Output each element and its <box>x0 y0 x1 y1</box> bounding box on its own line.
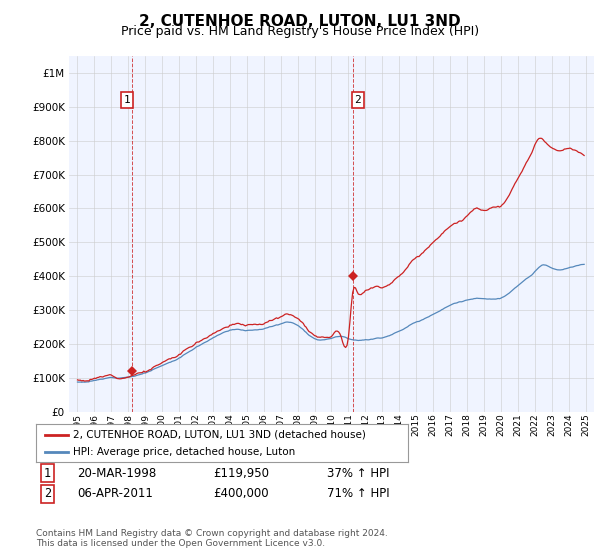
Text: 20-MAR-1998: 20-MAR-1998 <box>77 466 156 480</box>
Text: 2, CUTENHOE ROAD, LUTON, LU1 3ND (detached house): 2, CUTENHOE ROAD, LUTON, LU1 3ND (detach… <box>73 430 366 440</box>
Text: 2: 2 <box>44 487 51 501</box>
Text: 71% ↑ HPI: 71% ↑ HPI <box>327 487 389 501</box>
Text: 06-APR-2011: 06-APR-2011 <box>77 487 152 501</box>
Text: Contains HM Land Registry data © Crown copyright and database right 2024.: Contains HM Land Registry data © Crown c… <box>36 529 388 538</box>
Text: HPI: Average price, detached house, Luton: HPI: Average price, detached house, Luto… <box>73 447 295 457</box>
Text: 2, CUTENHOE ROAD, LUTON, LU1 3ND: 2, CUTENHOE ROAD, LUTON, LU1 3ND <box>139 14 461 29</box>
Text: 1: 1 <box>124 95 130 105</box>
Text: 1: 1 <box>44 466 51 480</box>
Text: Price paid vs. HM Land Registry's House Price Index (HPI): Price paid vs. HM Land Registry's House … <box>121 25 479 38</box>
Text: £400,000: £400,000 <box>213 487 269 501</box>
Text: £119,950: £119,950 <box>213 466 269 480</box>
Text: This data is licensed under the Open Government Licence v3.0.: This data is licensed under the Open Gov… <box>36 539 325 548</box>
Text: 2: 2 <box>355 95 361 105</box>
Text: 37% ↑ HPI: 37% ↑ HPI <box>327 466 389 480</box>
